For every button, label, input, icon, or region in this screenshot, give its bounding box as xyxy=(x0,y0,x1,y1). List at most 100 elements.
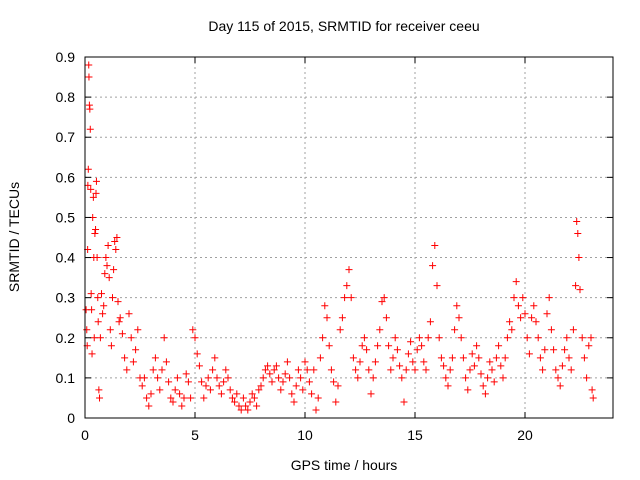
data-point xyxy=(398,374,406,382)
data-point xyxy=(573,217,581,225)
data-point xyxy=(352,366,360,374)
data-point xyxy=(217,390,225,398)
data-point xyxy=(257,382,265,390)
data-point xyxy=(91,229,99,237)
data-point xyxy=(275,374,283,382)
data-point xyxy=(143,394,151,402)
data-point xyxy=(99,310,107,318)
data-point xyxy=(378,298,386,306)
data-point xyxy=(327,366,335,374)
data-point xyxy=(424,334,432,342)
data-point xyxy=(319,334,327,342)
data-point xyxy=(481,390,489,398)
data-point xyxy=(182,370,190,378)
data-point xyxy=(228,394,236,402)
data-point xyxy=(270,366,278,374)
data-point xyxy=(272,362,280,370)
data-point xyxy=(110,266,118,274)
data-point xyxy=(209,366,217,374)
data-point xyxy=(323,314,331,322)
data-point xyxy=(503,334,511,342)
data-point xyxy=(440,362,448,370)
y-tick-label: 0 xyxy=(67,410,75,426)
data-point xyxy=(534,334,542,342)
data-point xyxy=(95,386,103,394)
data-point xyxy=(84,165,92,173)
data-point xyxy=(94,318,102,326)
data-point xyxy=(385,342,393,350)
data-point xyxy=(301,358,309,366)
data-point xyxy=(253,402,261,410)
data-point xyxy=(104,242,112,250)
data-point xyxy=(103,262,111,270)
data-point xyxy=(224,374,232,382)
data-point xyxy=(343,282,351,290)
data-point xyxy=(415,334,423,342)
y-tick-label: 0.9 xyxy=(56,49,76,65)
data-point xyxy=(290,398,298,406)
data-point xyxy=(160,334,168,342)
data-point xyxy=(431,242,439,250)
data-point xyxy=(111,238,119,246)
data-point xyxy=(589,394,597,402)
data-point xyxy=(86,105,94,113)
data-point xyxy=(380,294,388,302)
data-point xyxy=(266,370,274,378)
data-point xyxy=(426,318,434,326)
data-point xyxy=(316,354,324,362)
data-point xyxy=(389,354,397,362)
data-point xyxy=(354,374,362,382)
data-point xyxy=(98,290,105,298)
data-point xyxy=(107,342,115,350)
data-point xyxy=(118,330,126,338)
data-point xyxy=(473,342,481,350)
data-point xyxy=(512,278,520,286)
y-tick-label: 0.6 xyxy=(56,169,76,185)
data-point xyxy=(556,382,564,390)
data-point xyxy=(86,125,94,133)
data-point xyxy=(277,386,285,394)
data-point xyxy=(569,326,577,334)
data-point xyxy=(237,406,245,414)
data-point xyxy=(387,366,395,374)
data-point xyxy=(402,366,410,374)
data-point xyxy=(451,326,459,334)
data-point xyxy=(404,350,412,358)
data-point xyxy=(299,386,307,394)
data-point xyxy=(96,334,104,342)
data-point xyxy=(374,342,382,350)
data-point xyxy=(165,378,173,386)
data-point xyxy=(226,386,234,394)
data-point xyxy=(176,390,184,398)
data-point xyxy=(235,402,243,410)
data-point xyxy=(539,366,547,374)
data-point xyxy=(466,366,474,374)
data-point xyxy=(477,370,485,378)
data-point xyxy=(543,310,551,318)
data-point xyxy=(578,334,586,342)
data-point xyxy=(492,354,500,362)
y-tick-label: 0.8 xyxy=(56,89,76,105)
data-point xyxy=(195,362,203,370)
data-point xyxy=(89,193,97,201)
data-point xyxy=(279,378,287,386)
data-point xyxy=(435,334,443,342)
data-point xyxy=(100,302,108,310)
data-point xyxy=(87,185,95,193)
data-point xyxy=(332,398,340,406)
data-point xyxy=(310,366,318,374)
data-point xyxy=(101,270,109,278)
data-point xyxy=(92,177,100,185)
data-point xyxy=(87,290,95,298)
data-point xyxy=(448,354,456,362)
data-point xyxy=(244,406,252,414)
data-point xyxy=(125,310,133,318)
data-point xyxy=(187,394,195,402)
data-point xyxy=(479,382,487,390)
data-point xyxy=(422,366,430,374)
data-point xyxy=(297,374,305,382)
data-point xyxy=(242,402,250,410)
data-point xyxy=(162,358,170,366)
y-tick-label: 0.2 xyxy=(56,330,76,346)
data-point xyxy=(246,398,254,406)
